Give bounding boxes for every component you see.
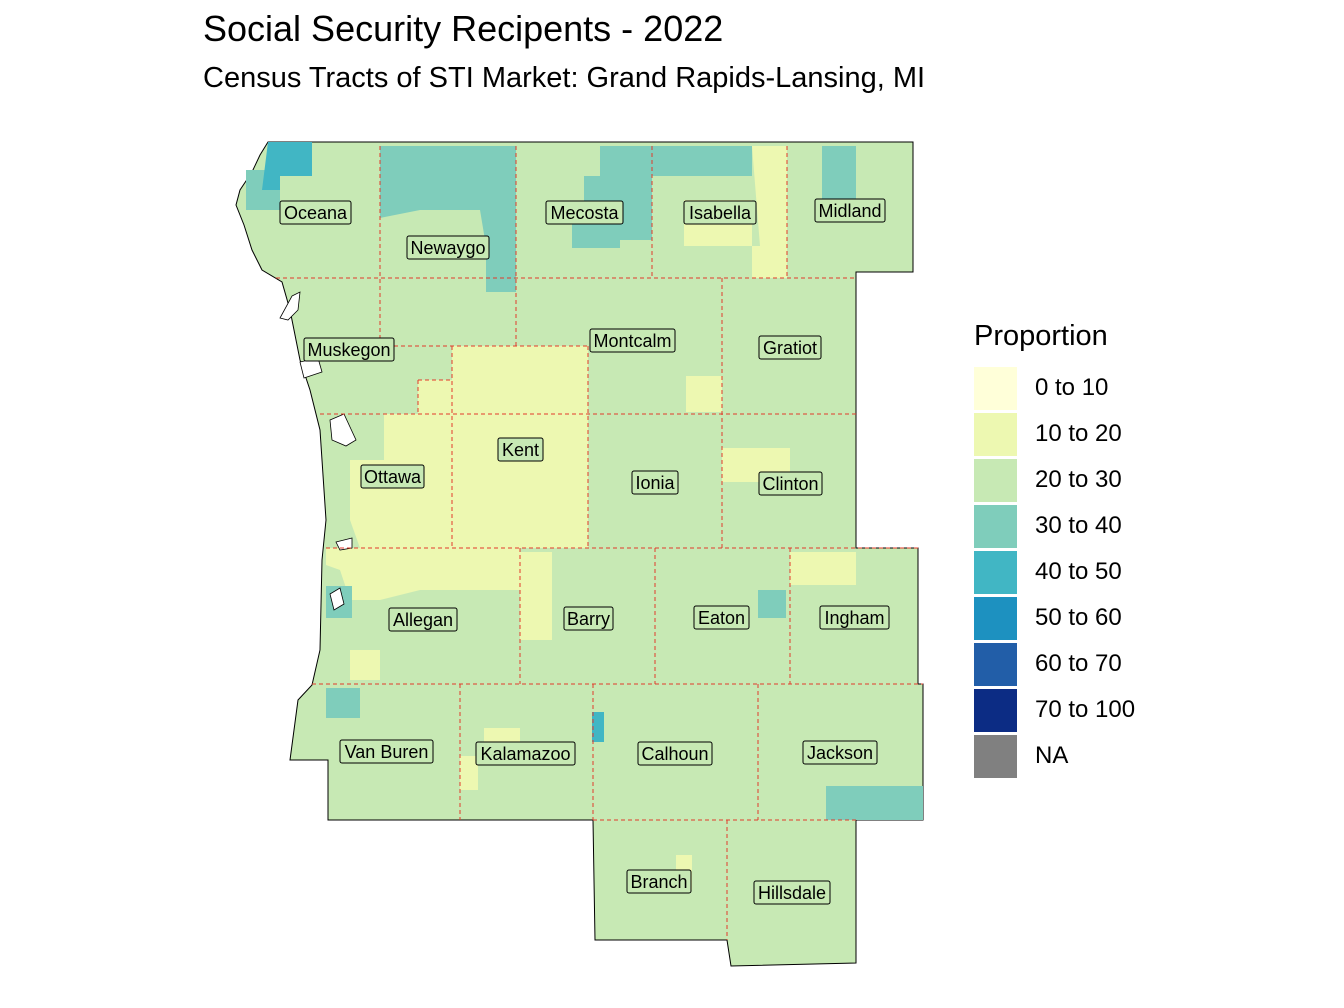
county-labels: Oceana Newaygo Mecosta Isabella Midland … (279, 198, 890, 905)
legend-swatch (974, 504, 1017, 548)
legend-item: 0 to 10 (974, 365, 1135, 411)
legend-label: 60 to 70 (1035, 650, 1122, 677)
county-label-hillsdale[interactable]: Hillsdale (753, 880, 831, 905)
svg-text:Gratiot: Gratiot (763, 338, 817, 358)
svg-text:Eaton: Eaton (698, 608, 745, 628)
county-label-mecosta[interactable]: Mecosta (545, 200, 624, 225)
legend-item: NA (974, 733, 1135, 779)
legend-item: 10 to 20 (974, 411, 1135, 457)
county-label-midland[interactable]: Midland (814, 198, 886, 223)
legend-swatch (974, 458, 1017, 502)
legend-label: NA (1035, 742, 1069, 769)
county-label-gratiot[interactable]: Gratiot (758, 335, 822, 360)
county-label-kent[interactable]: Kent (497, 437, 544, 462)
county-label-montcalm[interactable]: Montcalm (589, 328, 676, 353)
legend-swatch (974, 366, 1017, 410)
legend-item: 20 to 30 (974, 457, 1135, 503)
county-label-ionia[interactable]: Ionia (631, 470, 679, 495)
tracts-40-to-50 (262, 142, 604, 742)
legend-title: Proportion (974, 320, 1108, 352)
svg-text:Clinton: Clinton (762, 474, 818, 494)
svg-text:Montcalm: Montcalm (593, 331, 671, 351)
legend-label: 0 to 10 (1035, 374, 1109, 401)
svg-text:Jackson: Jackson (807, 743, 873, 763)
legend-swatch (974, 688, 1017, 732)
county-label-van-buren[interactable]: Van Buren (339, 739, 434, 764)
svg-text:Allegan: Allegan (393, 610, 453, 630)
svg-text:Midland: Midland (818, 201, 881, 221)
county-label-muskegon[interactable]: Muskegon (303, 337, 395, 362)
svg-text:Oceana: Oceana (284, 203, 348, 223)
legend-item: 50 to 60 (974, 595, 1135, 641)
county-label-isabella[interactable]: Isabella (683, 200, 757, 225)
legend-swatch (974, 734, 1017, 778)
svg-text:Branch: Branch (630, 872, 687, 892)
legend-label: 50 to 60 (1035, 604, 1122, 631)
svg-text:Hillsdale: Hillsdale (758, 883, 826, 903)
legend-swatch (974, 412, 1017, 456)
legend-swatch (974, 596, 1017, 640)
county-label-ingham[interactable]: Ingham (819, 605, 890, 630)
county-label-calhoun[interactable]: Calhoun (637, 741, 713, 766)
svg-text:Kalamazoo: Kalamazoo (480, 744, 570, 764)
svg-text:Newaygo: Newaygo (410, 238, 485, 258)
legend-label: 20 to 30 (1035, 466, 1122, 493)
county-label-branch[interactable]: Branch (626, 869, 692, 894)
county-label-kalamazoo[interactable]: Kalamazoo (475, 741, 576, 766)
svg-text:Mecosta: Mecosta (550, 203, 619, 223)
county-label-clinton[interactable]: Clinton (758, 471, 823, 496)
svg-text:Calhoun: Calhoun (641, 744, 708, 764)
legend-label: 30 to 40 (1035, 512, 1122, 539)
svg-text:Muskegon: Muskegon (307, 340, 390, 360)
legend-item: 40 to 50 (974, 549, 1135, 595)
county-label-barry[interactable]: Barry (563, 606, 614, 631)
county-label-oceana[interactable]: Oceana (279, 200, 352, 225)
county-boundaries (276, 146, 923, 940)
county-label-eaton[interactable]: Eaton (693, 605, 750, 630)
svg-text:Kent: Kent (502, 440, 539, 460)
svg-text:Van Buren: Van Buren (345, 742, 429, 762)
svg-text:Ingham: Ingham (824, 608, 884, 628)
legend-label: 40 to 50 (1035, 558, 1122, 585)
map-title: Social Security Recipents - 2022 (203, 8, 724, 49)
legend-label: 10 to 20 (1035, 420, 1122, 447)
legend: Proportion 0 to 10 10 to 20 20 to 30 30 … (974, 320, 1135, 779)
svg-text:Isabella: Isabella (689, 203, 752, 223)
legend-item: 70 to 100 (974, 687, 1135, 733)
legend-label: 70 to 100 (1035, 696, 1136, 723)
legend-item: 60 to 70 (974, 641, 1135, 687)
county-label-newaygo[interactable]: Newaygo (406, 235, 490, 260)
legend-swatch (974, 550, 1017, 594)
map-subtitle: Census Tracts of STI Market: Grand Rapid… (203, 62, 926, 94)
svg-text:Ottawa: Ottawa (364, 467, 422, 487)
county-label-jackson[interactable]: Jackson (802, 740, 878, 765)
legend-item: 30 to 40 (974, 503, 1135, 549)
county-label-allegan[interactable]: Allegan (388, 607, 458, 632)
county-label-ottawa[interactable]: Ottawa (360, 464, 425, 489)
legend-swatch (974, 642, 1017, 686)
svg-text:Ionia: Ionia (635, 473, 675, 493)
water-bodies (279, 291, 357, 611)
svg-text:Barry: Barry (567, 609, 610, 629)
